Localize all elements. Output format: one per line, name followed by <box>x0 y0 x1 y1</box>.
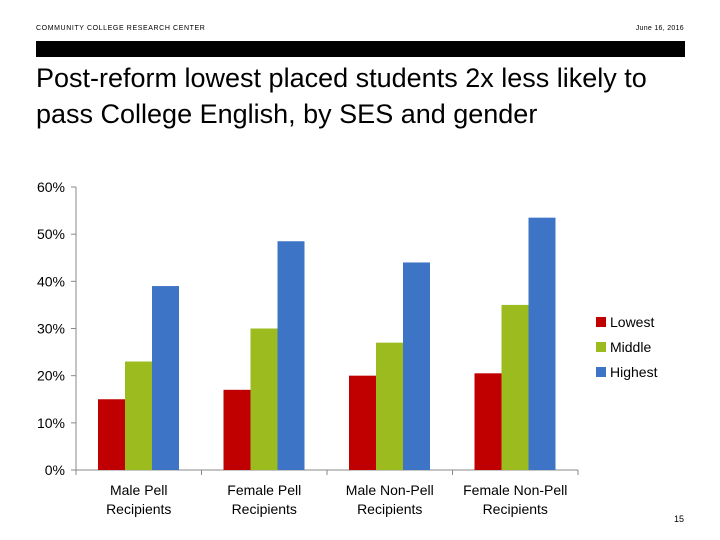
y-tick-label: 0% <box>45 462 65 478</box>
bar-middle <box>376 342 403 470</box>
legend-swatch <box>596 342 606 352</box>
legend-label: Middle <box>610 339 651 355</box>
y-tick-label: 40% <box>37 273 65 289</box>
bar-highest <box>403 262 430 470</box>
x-tick-label: Male Pell Recipients <box>106 482 171 517</box>
y-tick-label: 50% <box>37 226 65 242</box>
y-axis: 0% 10% 20% 30% 40% 50% 60% <box>37 179 77 478</box>
header-rule <box>36 41 685 57</box>
bar-lowest <box>223 389 251 470</box>
y-tick-label: 30% <box>37 321 65 337</box>
y-tick-label: 20% <box>37 368 65 384</box>
bar-highest <box>528 217 556 470</box>
slide-date: June 16, 2016 <box>635 25 684 32</box>
x-tick-label: Female Pell Recipients <box>227 482 301 517</box>
legend-swatch <box>596 317 606 327</box>
bar-lowest <box>349 375 376 470</box>
bar-lowest <box>98 399 125 470</box>
bar-middle <box>125 361 152 470</box>
legend-label: Highest <box>610 364 658 380</box>
bar-lowest <box>474 373 502 470</box>
bars <box>98 217 556 470</box>
legend-swatch <box>596 367 606 377</box>
y-tick-label: 60% <box>37 179 65 195</box>
bar-highest <box>152 286 179 470</box>
legend-label: Lowest <box>610 314 654 330</box>
x-axis: Male Pell Recipients Female Pell Recipients… <box>75 469 579 517</box>
bar-highest <box>277 241 305 470</box>
bar-middle <box>501 304 529 470</box>
legend: Lowest Middle Highest <box>596 314 658 380</box>
slide-title: Post-reform lowest placed students 2x le… <box>36 63 647 129</box>
bar-middle <box>250 328 278 470</box>
x-tick-label: Male Non-Pell Recipients <box>346 482 434 517</box>
slide-number: 15 <box>673 514 684 524</box>
org-name: COMMUNITY COLLEGE RESEARCH CENTER <box>36 25 206 32</box>
y-tick-label: 10% <box>37 415 65 431</box>
x-tick-label: Female Non-Pell Recipients <box>463 482 567 517</box>
